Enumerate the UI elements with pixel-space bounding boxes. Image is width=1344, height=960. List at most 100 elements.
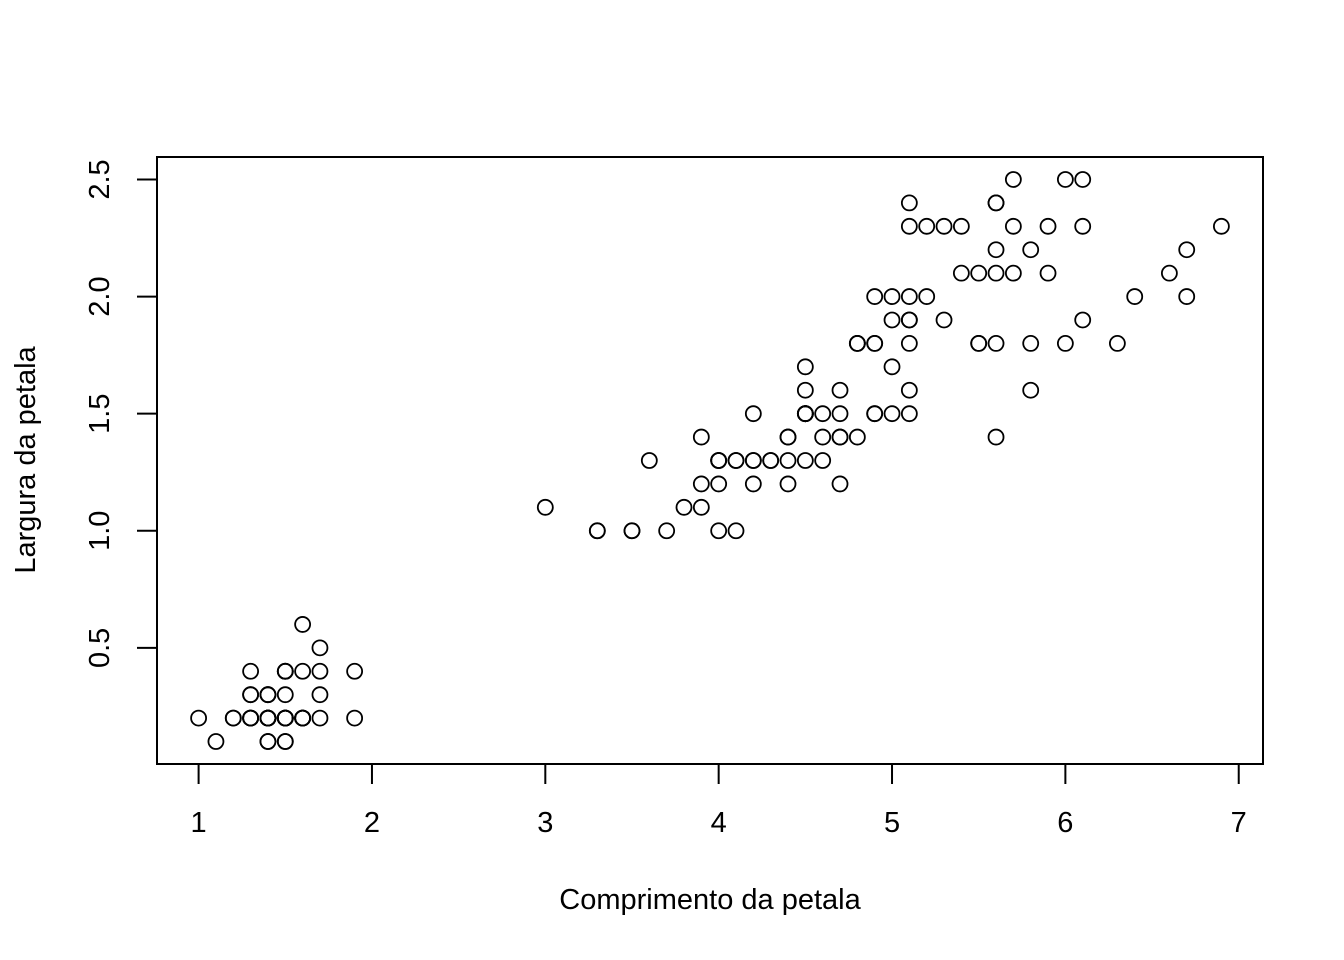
data-point xyxy=(831,405,849,423)
data-point xyxy=(658,522,676,540)
data-point xyxy=(224,709,242,727)
data-point xyxy=(1074,171,1092,188)
data-point xyxy=(1004,264,1022,282)
data-point xyxy=(1160,264,1178,282)
data-point xyxy=(970,335,988,352)
data-point xyxy=(866,405,884,423)
data-point xyxy=(675,498,693,516)
data-point xyxy=(987,194,1005,212)
data-point xyxy=(1074,311,1092,329)
data-point xyxy=(536,498,554,516)
data-point xyxy=(311,639,329,657)
data-point xyxy=(762,452,780,469)
data-point xyxy=(796,452,814,469)
data-point xyxy=(259,733,277,750)
data-point xyxy=(1126,288,1144,305)
data-point xyxy=(831,475,849,493)
data-point xyxy=(311,709,329,727)
data-point xyxy=(814,428,832,446)
data-point xyxy=(779,452,797,469)
data-point xyxy=(796,358,814,376)
data-point xyxy=(190,709,208,727)
y-tick-label: 0.5 xyxy=(84,628,116,668)
y-tick-label: 1.0 xyxy=(84,511,116,551)
data-point xyxy=(276,709,294,727)
data-point xyxy=(311,686,329,704)
data-point xyxy=(1004,217,1022,235)
data-point xyxy=(1056,171,1074,188)
data-point xyxy=(866,335,884,352)
data-point xyxy=(987,241,1005,259)
data-point xyxy=(779,428,797,446)
data-point xyxy=(970,264,988,282)
data-point xyxy=(1074,217,1092,235)
data-point xyxy=(900,381,918,399)
data-point xyxy=(259,709,277,727)
y-tick-label: 2.0 xyxy=(84,276,116,316)
data-point xyxy=(710,522,728,540)
x-tick-label: 3 xyxy=(537,807,553,839)
x-tick-label: 6 xyxy=(1057,807,1073,839)
data-point xyxy=(952,264,970,282)
data-point xyxy=(796,381,814,399)
data-point xyxy=(883,405,901,423)
data-point xyxy=(744,405,762,423)
data-point xyxy=(1212,217,1230,235)
data-point xyxy=(1039,264,1057,282)
data-point xyxy=(1108,335,1126,352)
data-point xyxy=(727,452,745,469)
plot-frame xyxy=(156,156,1264,765)
data-point xyxy=(952,217,970,235)
data-point xyxy=(900,335,918,352)
x-axis: 1 2 3 4 5 6 7 xyxy=(191,763,1247,839)
x-tick-label: 2 xyxy=(364,807,380,839)
data-point xyxy=(831,381,849,399)
data-point xyxy=(935,311,953,329)
data-point xyxy=(294,709,312,727)
y-tick-label: 2.5 xyxy=(84,159,116,199)
data-point xyxy=(207,733,225,750)
x-tick-label: 4 xyxy=(711,807,727,839)
x-tick-label: 7 xyxy=(1231,807,1247,839)
data-point xyxy=(987,264,1005,282)
data-point xyxy=(276,733,294,750)
data-point xyxy=(866,288,884,305)
data-point xyxy=(883,311,901,329)
data-point xyxy=(710,475,728,493)
data-point xyxy=(311,662,329,680)
data-point xyxy=(814,452,832,469)
data-point xyxy=(900,405,918,423)
data-point xyxy=(1039,217,1057,235)
data-point xyxy=(276,662,294,680)
data-point xyxy=(1022,335,1040,352)
data-point xyxy=(814,405,832,423)
data-point xyxy=(779,475,797,493)
data-point xyxy=(796,405,814,423)
data-point xyxy=(242,686,260,704)
data-point xyxy=(900,288,918,305)
data-point xyxy=(883,288,901,305)
data-point xyxy=(259,686,277,704)
data-point xyxy=(744,475,762,493)
data-point xyxy=(346,662,364,680)
data-point xyxy=(935,217,953,235)
data-point xyxy=(1004,171,1022,188)
data-point xyxy=(831,428,849,446)
data-point xyxy=(623,522,641,540)
data-point xyxy=(987,335,1005,352)
data-points xyxy=(190,171,1230,750)
data-point xyxy=(1022,241,1040,259)
x-tick-label: 5 xyxy=(884,807,900,839)
data-point xyxy=(900,311,918,329)
data-point xyxy=(692,428,710,446)
data-point xyxy=(640,452,658,469)
data-point xyxy=(918,217,936,235)
data-point xyxy=(588,522,606,540)
data-point xyxy=(727,522,745,540)
data-point xyxy=(294,616,312,633)
y-axis: 0.5 1.0 1.5 2.0 2.5 xyxy=(84,159,158,668)
data-point xyxy=(1178,288,1196,305)
data-point xyxy=(294,662,312,680)
data-point xyxy=(346,709,364,727)
